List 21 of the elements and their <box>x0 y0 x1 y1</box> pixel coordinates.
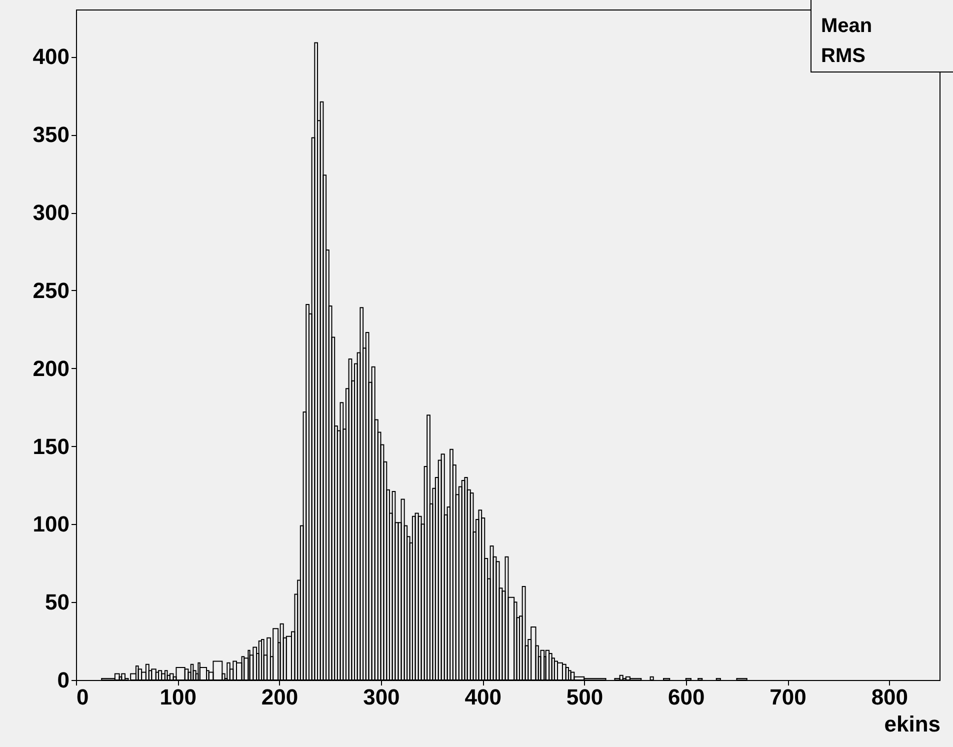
annotation: RMS <box>821 45 866 67</box>
x-tick-label: 0 <box>76 684 89 710</box>
x-tick-label: 600 <box>668 684 705 710</box>
x-tick-label: 200 <box>261 684 298 710</box>
y-tick-label: 250 <box>32 278 70 303</box>
y-tick-label: 200 <box>32 356 70 381</box>
y-tick-label: 300 <box>32 200 70 226</box>
y-tick-label: 150 <box>32 434 70 459</box>
y-tick-label: 350 <box>32 122 70 148</box>
y-tick-label: 50 <box>45 590 70 615</box>
y-tick-label: 0 <box>57 668 70 692</box>
annotation: Mean <box>821 15 872 37</box>
y-tick-label: 100 <box>32 512 70 537</box>
x-tick-label: 700 <box>770 684 806 710</box>
x-tick-label: 300 <box>363 684 400 710</box>
x-tick-label: 100 <box>160 684 197 710</box>
x-tick-label: 500 <box>566 684 604 710</box>
x-tick-label: 800 <box>871 684 908 710</box>
x-tick-label: 400 <box>464 684 502 710</box>
y-tick-label: 400 <box>32 44 70 70</box>
x-axis-title: ekins <box>884 712 940 736</box>
